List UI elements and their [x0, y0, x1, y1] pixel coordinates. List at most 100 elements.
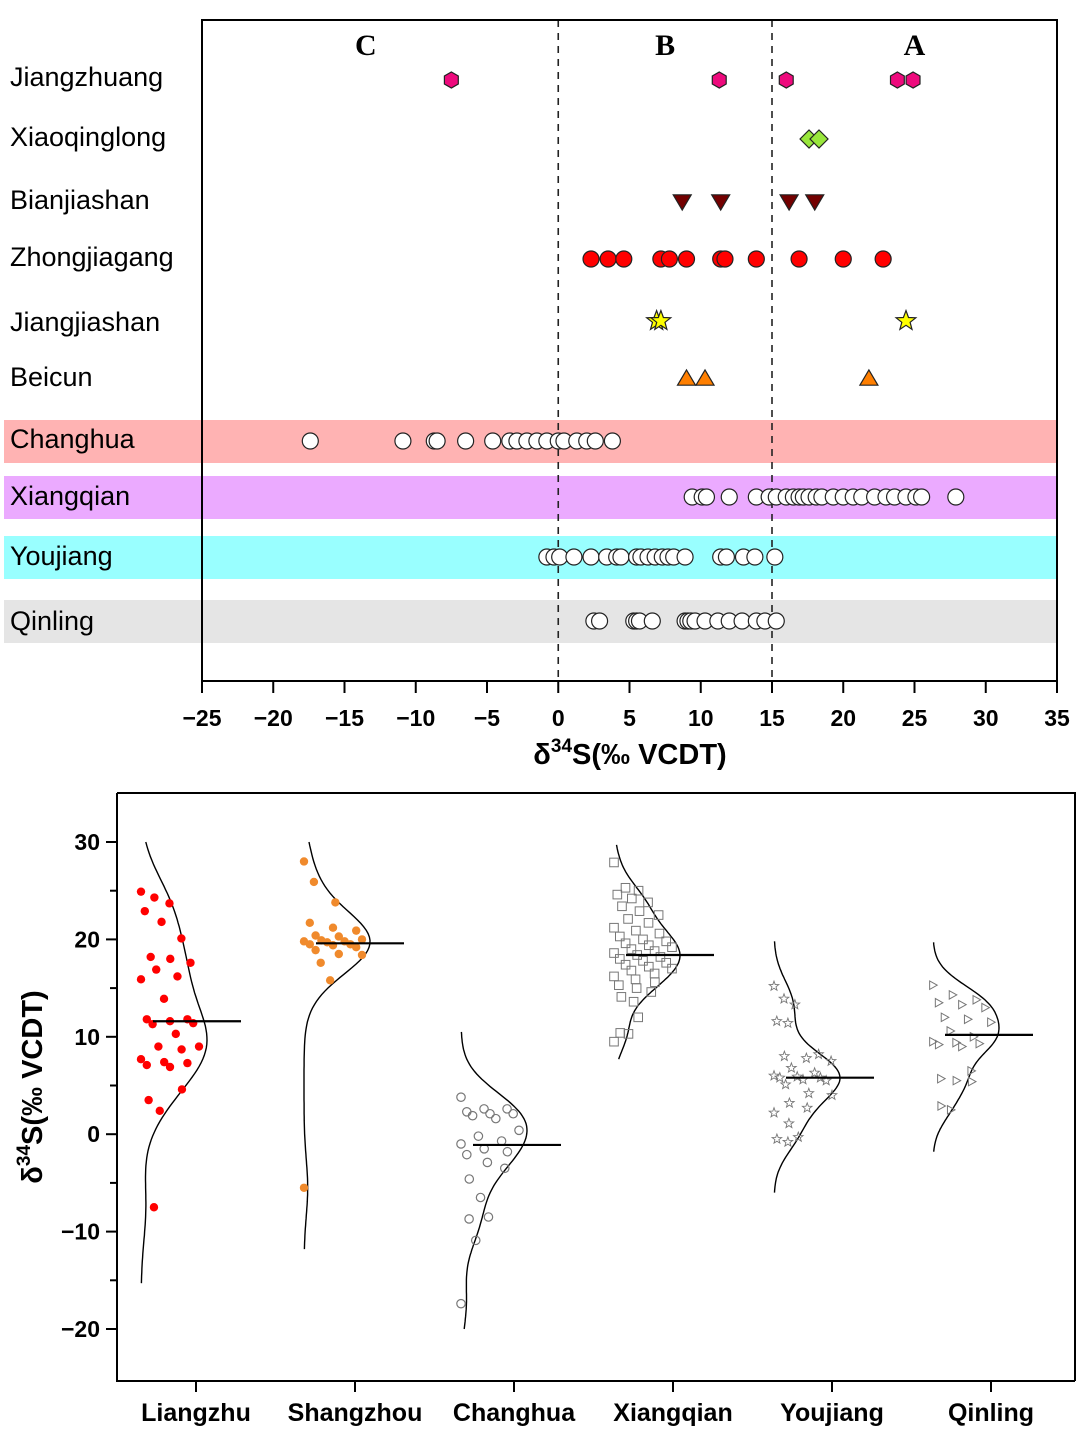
point-shangzhou: [331, 898, 339, 906]
point-xiangqian: [624, 915, 633, 924]
point-xiangqian: [621, 883, 630, 892]
point-youjiang: [802, 1053, 812, 1062]
point-xiangqian: [613, 890, 622, 899]
point-youjiang: [613, 549, 629, 565]
zone-labels: CBA: [355, 29, 926, 62]
x-tick-label: −20: [254, 705, 293, 731]
point-shangzhou: [317, 959, 325, 967]
point-liangzhu: [166, 955, 174, 963]
point-changhua: [463, 1150, 471, 1158]
zone-label-a: A: [904, 29, 926, 62]
point-xiangqian: [610, 972, 619, 981]
point-xiangqian: [618, 902, 627, 911]
y-tick-label: 10: [74, 1024, 100, 1050]
density-curve-liangzhu: [141, 842, 207, 1283]
site-label-beicun: Beicun: [10, 362, 93, 392]
point-xiangqian: [635, 907, 644, 916]
band-qinling: [4, 600, 1057, 643]
point-qinling: [959, 1042, 967, 1050]
y-tick-label: −20: [61, 1316, 100, 1342]
point-jiangzhuang: [891, 72, 905, 88]
point-xiangqian: [645, 941, 654, 950]
point-liangzhu: [152, 965, 160, 973]
category-label-shangzhou: Shangzhou: [288, 1399, 423, 1427]
point-shangzhou: [326, 976, 334, 984]
point-changhua: [476, 1193, 484, 1201]
point-shangzhou: [300, 1184, 308, 1192]
point-qinling: [644, 613, 660, 629]
density-curve-xiangqian: [617, 845, 681, 1059]
point-xiaoqinglong: [810, 130, 828, 148]
point-xiangqian: [616, 955, 625, 964]
band-youjiang: [4, 536, 1057, 579]
site-label-xiangqian: Xiangqian: [10, 481, 130, 511]
density-curve-changhua: [461, 1032, 527, 1329]
point-changhua: [429, 433, 445, 449]
point-youjiang: [769, 1108, 779, 1117]
point-youjiang: [779, 994, 789, 1003]
point-liangzhu: [143, 1061, 151, 1069]
point-xiangqian: [616, 1029, 625, 1038]
band-layer: [4, 420, 1057, 643]
site-label-youjiang: Youjiang: [10, 541, 113, 571]
point-liangzhu: [157, 918, 165, 926]
point-qinling: [938, 1102, 946, 1110]
point-changhua: [395, 433, 411, 449]
x-axis-title-rest: S(‰ VCDT): [572, 739, 727, 771]
point-xiangqian: [610, 858, 619, 867]
y-axis-title: δ34S(‰ VCDT): [14, 990, 49, 1183]
point-liangzhu: [195, 1042, 203, 1050]
point-changhua: [465, 1215, 473, 1223]
x-tick-label: 35: [1044, 705, 1070, 731]
point-youjiang: [566, 549, 582, 565]
point-zhongjiagang: [835, 251, 851, 267]
point-qinling: [938, 1074, 946, 1082]
point-liangzhu: [156, 1107, 164, 1115]
point-liangzhu: [137, 975, 145, 983]
point-xiangqian: [644, 919, 653, 928]
point-qinling: [949, 991, 957, 999]
point-youjiang: [767, 549, 783, 565]
point-bianjiashan: [780, 195, 798, 210]
point-changhua: [587, 433, 603, 449]
point-changhua: [483, 1158, 491, 1166]
plot-frame: [117, 793, 1075, 1381]
point-changhua: [604, 433, 620, 449]
point-youjiang: [790, 1000, 800, 1009]
point-changhua: [509, 1110, 517, 1118]
point-qinling: [930, 981, 938, 989]
point-youjiang: [802, 1103, 812, 1112]
point-jiangzhuang: [444, 72, 458, 88]
point-changhua: [302, 433, 318, 449]
point-qinling: [982, 1003, 990, 1011]
y-axis-title-delta: δ: [17, 1166, 49, 1184]
point-qinling: [592, 613, 608, 629]
point-liangzhu: [173, 972, 181, 980]
point-jiangjiashan: [896, 311, 916, 330]
site-label-jiangzhuang: Jiangzhuang: [10, 62, 163, 92]
point-xiangqian: [610, 949, 619, 958]
point-xiangqian: [721, 489, 737, 505]
x-tick-label: 15: [759, 705, 785, 731]
point-youjiang: [827, 1090, 837, 1099]
point-xiangqian: [631, 975, 640, 984]
point-shangzhou: [358, 951, 366, 959]
point-shangzhou: [352, 926, 360, 934]
x-tick-label: −15: [325, 705, 364, 731]
site-label-zhongjiagang: Zhongjiagang: [10, 242, 174, 272]
x-tick-label: −10: [396, 705, 435, 731]
y-tick-label: 0: [87, 1121, 100, 1147]
point-liangzhu: [165, 899, 173, 907]
point-zhongjiagang: [616, 251, 632, 267]
point-youjiang: [772, 1134, 782, 1143]
site-label-changhua: Changhua: [10, 424, 136, 454]
point-beicun: [678, 370, 696, 385]
point-shangzhou: [335, 950, 343, 958]
point-youjiang: [785, 1098, 795, 1107]
point-qinling: [953, 1076, 961, 1084]
point-xiangqian: [629, 997, 638, 1006]
point-youjiang: [783, 1018, 793, 1027]
point-qinling: [959, 1000, 967, 1008]
point-liangzhu: [166, 1063, 174, 1071]
point-changhua: [474, 1132, 482, 1140]
